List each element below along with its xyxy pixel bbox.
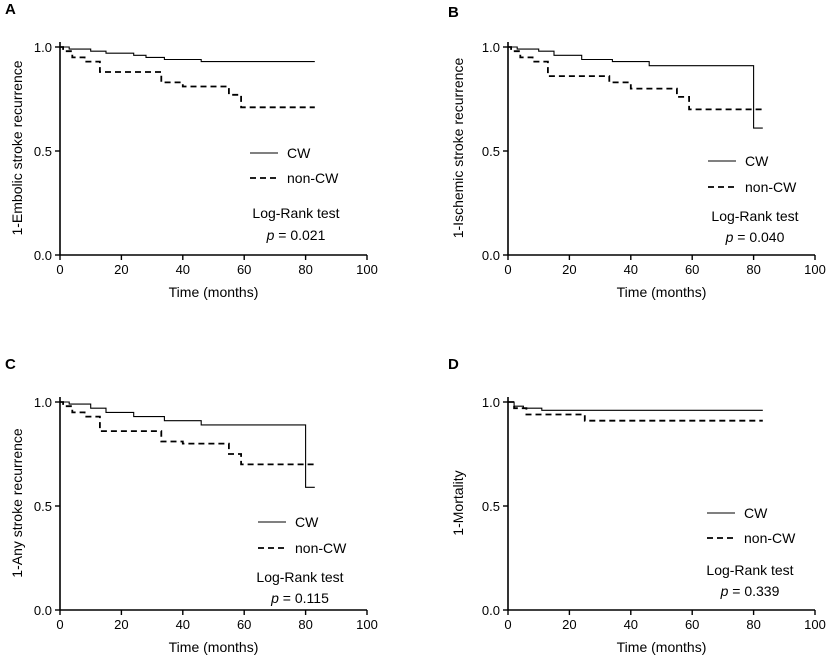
p-value-label: p = 0.040 <box>725 229 785 245</box>
panel-d: D 0 20 40 60 80 100 0.0 0.5 1.0 Time (months) 1-Mor… <box>448 356 826 655</box>
y-tick-label: 1.0 <box>34 395 52 410</box>
x-tick-label: 100 <box>356 617 378 632</box>
p-symbol: p <box>266 227 275 243</box>
x-tick-label: 0 <box>504 617 511 632</box>
y-tick-label: 0.0 <box>34 603 52 618</box>
legend-label-non-cw: non-CW <box>295 540 347 556</box>
log-rank-label: Log-Rank test <box>252 205 339 221</box>
x-tick-label: 20 <box>562 617 576 632</box>
series-non-cw-curve <box>508 401 763 422</box>
x-tick-label: 40 <box>624 617 638 632</box>
x-tick-label: 0 <box>504 262 511 277</box>
panel-b: B 0 20 40 60 80 100 0.0 0.5 1.0 Time (months) 1-Isc… <box>448 4 826 300</box>
x-tick-label: 80 <box>298 262 312 277</box>
panel-letter: D <box>448 356 459 373</box>
series-non-cw-curve <box>508 46 763 111</box>
y-tick-label: 1.0 <box>482 395 500 410</box>
panel-letter: C <box>5 356 16 373</box>
x-tick-label: 20 <box>114 262 128 277</box>
p-symbol: p <box>270 590 279 606</box>
y-tick-label: 1.0 <box>482 40 500 55</box>
panel-letter: B <box>448 4 459 21</box>
series-cw-curve <box>508 46 763 129</box>
x-tick-label: 60 <box>685 617 699 632</box>
y-tick-label: 0.0 <box>34 248 52 263</box>
panel-c: C 0 20 40 60 80 100 0.0 0.5 1.0 Time (months) 1-Any… <box>5 356 378 655</box>
x-tick-label: 40 <box>176 617 190 632</box>
legend: CW non-CW <box>258 514 347 556</box>
p-symbol: p <box>725 229 734 245</box>
x-tick-label: 0 <box>56 262 63 277</box>
y-tick-label: 0.5 <box>34 144 52 159</box>
legend-label-cw: CW <box>295 514 319 530</box>
y-tick-label: 0.0 <box>482 603 500 618</box>
series-cw-curve <box>60 401 315 488</box>
y-tick-label: 1.0 <box>34 40 52 55</box>
legend-label-cw: CW <box>745 153 769 169</box>
legend-label-cw: CW <box>287 145 311 161</box>
y-tick-label: 0.5 <box>482 499 500 514</box>
y-tick-label: 0.0 <box>482 248 500 263</box>
x-tick-label: 100 <box>804 617 826 632</box>
legend: CW non-CW <box>708 153 797 195</box>
series-non-cw-curve <box>60 46 315 109</box>
panel-letter: A <box>5 1 16 18</box>
log-rank-label: Log-Rank test <box>711 208 798 224</box>
legend-label-non-cw: non-CW <box>745 179 797 195</box>
x-tick-label: 0 <box>56 617 63 632</box>
y-axis-title: 1-Embolic stroke recurrence <box>9 60 25 235</box>
legend-label-non-cw: non-CW <box>744 530 796 546</box>
series-cw-curve <box>60 46 315 63</box>
y-tick-label: 0.5 <box>482 144 500 159</box>
p-value-label: p = 0.339 <box>720 583 780 599</box>
series-cw-curve <box>508 401 763 411</box>
panel-a: A 0 20 40 60 80 100 0.0 0.5 1.0 Time (months) 1-Emb… <box>5 1 378 300</box>
x-tick-label: 40 <box>624 262 638 277</box>
y-tick-label: 0.5 <box>34 499 52 514</box>
x-tick-label: 60 <box>237 617 251 632</box>
legend: CW non-CW <box>707 505 796 546</box>
x-tick-label: 20 <box>114 617 128 632</box>
x-axis-title: Time (months) <box>169 284 259 300</box>
x-tick-label: 80 <box>298 617 312 632</box>
x-axis-title: Time (months) <box>617 284 707 300</box>
y-axis-title: 1-Mortality <box>450 470 466 535</box>
x-tick-label: 80 <box>746 262 760 277</box>
log-rank-label: Log-Rank test <box>706 562 793 578</box>
legend: CW non-CW <box>250 145 339 186</box>
series-non-cw-curve <box>60 401 315 466</box>
y-axis-title: 1-Any stroke recurrence <box>9 428 25 578</box>
log-rank-label: Log-Rank test <box>256 569 343 585</box>
p-value: = 0.339 <box>728 583 779 599</box>
x-tick-label: 40 <box>176 262 190 277</box>
x-tick-label: 80 <box>746 617 760 632</box>
p-value-label: p = 0.021 <box>266 227 326 243</box>
x-tick-label: 100 <box>356 262 378 277</box>
p-symbol: p <box>720 583 729 599</box>
p-value: = 0.115 <box>279 590 329 606</box>
legend-label-cw: CW <box>744 505 768 521</box>
x-tick-label: 100 <box>804 262 826 277</box>
p-value: = 0.040 <box>733 229 784 245</box>
x-tick-label: 60 <box>685 262 699 277</box>
y-axis-title: 1-Ischemic stroke recurrence <box>450 58 466 239</box>
x-axis-title: Time (months) <box>617 639 707 655</box>
legend-label-non-cw: non-CW <box>287 170 339 186</box>
p-value-label: p = 0.115 <box>270 590 329 606</box>
x-axis-title: Time (months) <box>169 639 259 655</box>
x-tick-label: 60 <box>237 262 251 277</box>
p-value: = 0.021 <box>274 227 325 243</box>
x-tick-label: 20 <box>562 262 576 277</box>
